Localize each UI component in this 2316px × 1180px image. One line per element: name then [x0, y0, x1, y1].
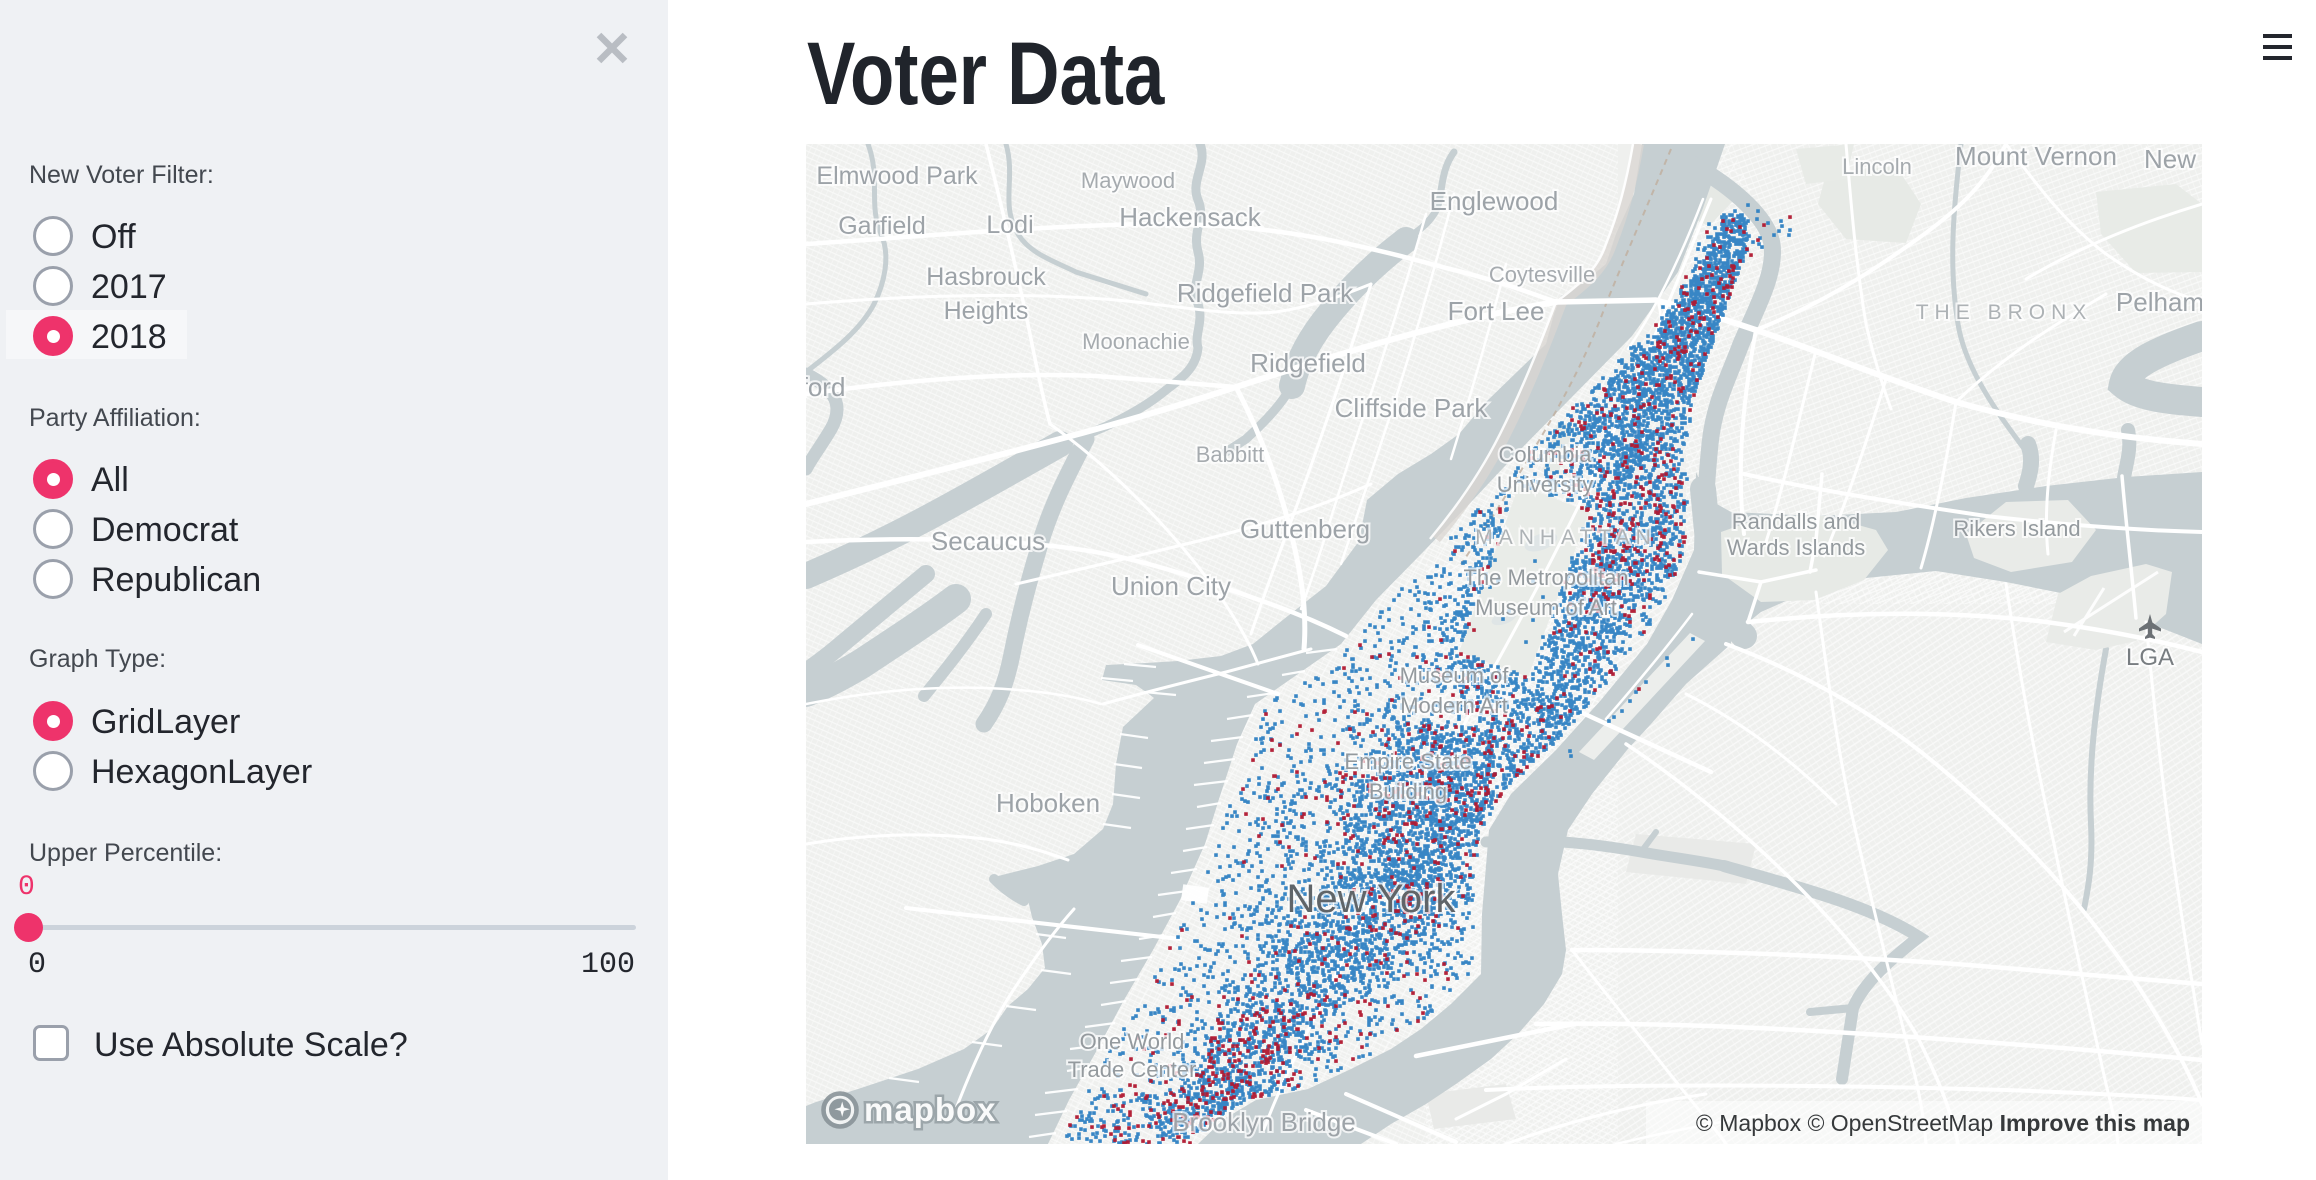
svg-text:Hackensack: Hackensack: [1119, 202, 1262, 232]
svg-text:Lincoln: Lincoln: [1842, 154, 1912, 179]
svg-text:Coytesville: Coytesville: [1489, 262, 1595, 287]
svg-text:Babbitt: Babbitt: [1196, 442, 1265, 467]
svg-text:© Mapbox © OpenStreetMap Impro: © Mapbox © OpenStreetMap Improve this ma…: [1696, 1110, 2190, 1136]
svg-text:Heights: Heights: [944, 297, 1029, 325]
svg-text:New York: New York: [1287, 877, 1457, 921]
svg-text:Rikers Island: Rikers Island: [1953, 516, 2080, 541]
svg-text:Elmwood Park: Elmwood Park: [816, 162, 978, 190]
svg-text:Cliffside Park: Cliffside Park: [1335, 393, 1489, 423]
svg-text:LGA: LGA: [2126, 644, 2174, 671]
svg-text:Ridgefield: Ridgefield: [1250, 348, 1366, 378]
svg-text:THE BRONX: THE BRONX: [1916, 301, 2093, 324]
svg-text:Museum of Art: Museum of Art: [1475, 595, 1617, 620]
svg-text:University: University: [1497, 472, 1594, 497]
svg-text:Guttenberg: Guttenberg: [1240, 514, 1370, 544]
svg-text:Rutherford: Rutherford: [806, 372, 845, 402]
svg-text:Moonachie: Moonachie: [1082, 329, 1190, 354]
svg-text:Ridgefield Park: Ridgefield Park: [1177, 278, 1354, 308]
svg-text:Museum of: Museum of: [1400, 663, 1510, 688]
svg-text:Englewood: Englewood: [1430, 186, 1559, 216]
svg-text:Brooklyn Bridge: Brooklyn Bridge: [1172, 1107, 1356, 1137]
svg-text:Wards Islands: Wards Islands: [1727, 535, 1866, 560]
svg-text:Mount Vernon: Mount Vernon: [1955, 144, 2117, 171]
svg-text:MANHATTAN: MANHATTAN: [1475, 526, 1657, 549]
svg-text:Pelham: Pelham: [2116, 287, 2202, 317]
svg-text:mapbox: mapbox: [864, 1091, 997, 1128]
svg-text:Garfield: Garfield: [838, 212, 926, 240]
svg-text:Lodi: Lodi: [986, 211, 1033, 239]
svg-text:Hasbrouck: Hasbrouck: [926, 263, 1046, 291]
svg-text:Empire State: Empire State: [1344, 749, 1471, 774]
svg-text:Trade Center: Trade Center: [1068, 1057, 1197, 1082]
svg-text:Hoboken: Hoboken: [996, 788, 1100, 818]
svg-text:Union City: Union City: [1111, 571, 1231, 601]
svg-text:Modern Art: Modern Art: [1400, 693, 1508, 718]
svg-text:Secaucus: Secaucus: [931, 526, 1045, 556]
svg-text:Columbia: Columbia: [1499, 442, 1593, 467]
svg-text:The Metropolitan: The Metropolitan: [1463, 565, 1628, 590]
svg-text:Maywood: Maywood: [1081, 168, 1175, 193]
svg-text:Randalls and: Randalls and: [1732, 509, 1860, 534]
svg-text:Fort Lee: Fort Lee: [1448, 296, 1545, 326]
svg-text:One World: One World: [1080, 1029, 1185, 1054]
svg-text:Building: Building: [1369, 779, 1447, 804]
svg-text:New Roch: New Roch: [2144, 144, 2202, 174]
